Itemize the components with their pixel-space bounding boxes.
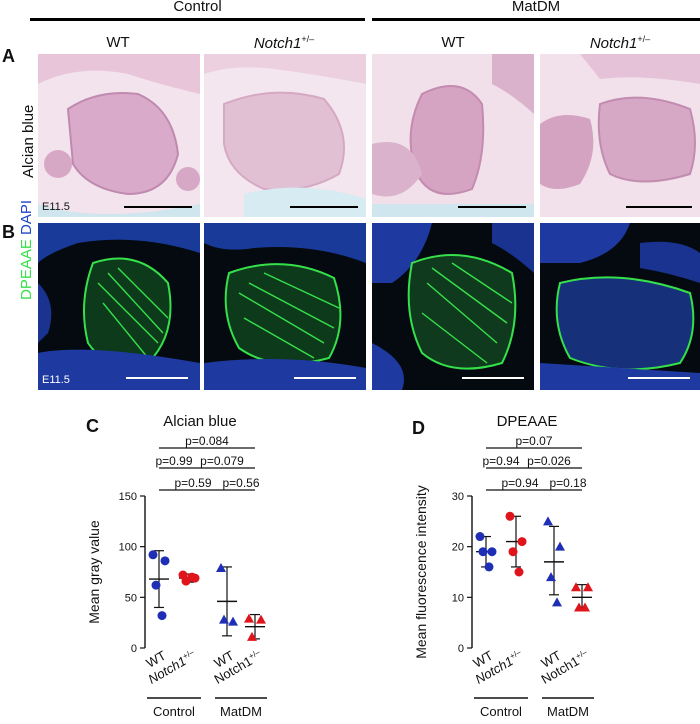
group-label: Control [480, 704, 522, 719]
p-value-label: p=0.07 [515, 434, 552, 448]
data-point [514, 567, 524, 577]
data-point [247, 631, 257, 641]
stage-label-a: E11.5 [42, 201, 70, 213]
data-point [583, 582, 593, 592]
fluor-image-matdm-notch [540, 223, 700, 390]
p-value-label: p=0.94 [482, 454, 519, 468]
p-value-label: p=0.56 [222, 476, 259, 490]
data-point [475, 532, 485, 542]
group-label: MatDM [547, 704, 589, 719]
y-tick-label: 10 [452, 592, 464, 604]
fluor-image-control-wt: E11.5 [38, 223, 200, 390]
data-point [148, 550, 158, 560]
p-value-label: p=0.94 [501, 476, 538, 490]
scale-bar [458, 206, 526, 208]
data-point [157, 611, 167, 621]
fluor-image-control-notch [204, 223, 366, 390]
row-label-dapi-text: DAPI [18, 199, 35, 235]
data-point [505, 511, 515, 521]
y-tick-label: 20 [452, 542, 464, 554]
data-point [543, 516, 553, 526]
data-point [244, 613, 254, 623]
p-value-label: p=0.18 [549, 476, 586, 490]
group-header-control: Control [30, 0, 365, 15]
stage-label-b: E11.5 [42, 374, 70, 386]
alcian-image-matdm-wt [372, 54, 534, 217]
group-header-matdm-label: MatDM [511, 0, 561, 15]
chart-alcian-blue: Alcian blue 0 50 100 150 Mean gray value p=0.0… [86, 413, 267, 719]
y-tick-label: 50 [125, 592, 137, 604]
data-point [151, 580, 161, 590]
scale-bar [628, 377, 690, 379]
row-label-dpeaae: DPEAAE DAPI [18, 200, 35, 300]
scale-bar [290, 206, 358, 208]
data-point [484, 562, 494, 572]
scale-bar [294, 377, 356, 379]
alcian-image-matdm-notch [540, 54, 700, 217]
data-point [546, 572, 556, 582]
panel-letter-b: B [2, 222, 15, 242]
group-label: MatDM [220, 704, 262, 719]
p-value-label: p=0.084 [185, 434, 229, 448]
chart-title: Alcian blue [163, 413, 236, 430]
scale-bar [124, 206, 192, 208]
data-point [256, 614, 266, 624]
group-header-control-label: Control [173, 0, 222, 15]
col-header-matdm-notch: Notch1+/– [589, 34, 651, 52]
panel-letter-c: C [86, 416, 99, 436]
scale-bar [462, 377, 524, 379]
data-point [228, 616, 238, 626]
group-rule-matdm [372, 18, 700, 21]
group-header-matdm: MatDM [372, 0, 700, 15]
data-point [219, 614, 229, 624]
col-header-control-notch: Notch1+/– [253, 34, 315, 52]
p-value-label: p=0.079 [200, 454, 244, 468]
data-point [580, 602, 590, 612]
p-value-label: p=0.99 [155, 454, 192, 468]
data-point [555, 541, 565, 551]
y-axis-label: Mean fluorescence intensity [413, 485, 429, 659]
y-tick-label: 100 [119, 542, 137, 554]
scale-bar [126, 377, 188, 379]
group-rule-control [30, 18, 365, 21]
data-point [216, 562, 226, 572]
data-point [517, 537, 527, 547]
col-header-matdm-wt: WT [441, 34, 465, 51]
panel-letter-d: D [412, 418, 425, 438]
data-point [552, 597, 562, 607]
chart-title: DPEAAE [497, 413, 558, 430]
col-header-control-wt: WT [106, 34, 130, 51]
chart-dpeaae: DPEAAE 0 10 20 30 Mean fluorescence intensity… [413, 413, 594, 719]
y-axis-label: Mean gray value [86, 520, 102, 624]
data-point [571, 582, 581, 592]
data-point [478, 547, 488, 557]
panel-letter-a: A [2, 46, 15, 66]
data-point [487, 547, 497, 557]
y-tick-label: 0 [458, 643, 464, 655]
data-point [508, 547, 518, 557]
group-label: Control [153, 704, 195, 719]
y-tick-label: 30 [452, 491, 464, 503]
y-tick-label: 0 [131, 643, 137, 655]
p-value-label: p=0.59 [174, 476, 211, 490]
p-value-label: p=0.026 [527, 454, 571, 468]
row-label-alcian: Alcian blue [20, 104, 37, 178]
scale-bar [626, 206, 692, 208]
alcian-image-control-wt: E11.5 [38, 54, 200, 217]
row-label-dpeaae-text: DPEAAE [18, 239, 35, 300]
fluor-image-matdm-wt [372, 223, 534, 390]
y-tick-label: 150 [119, 491, 137, 503]
data-point [160, 556, 170, 566]
data-point [187, 572, 197, 582]
alcian-image-control-notch [204, 54, 366, 217]
